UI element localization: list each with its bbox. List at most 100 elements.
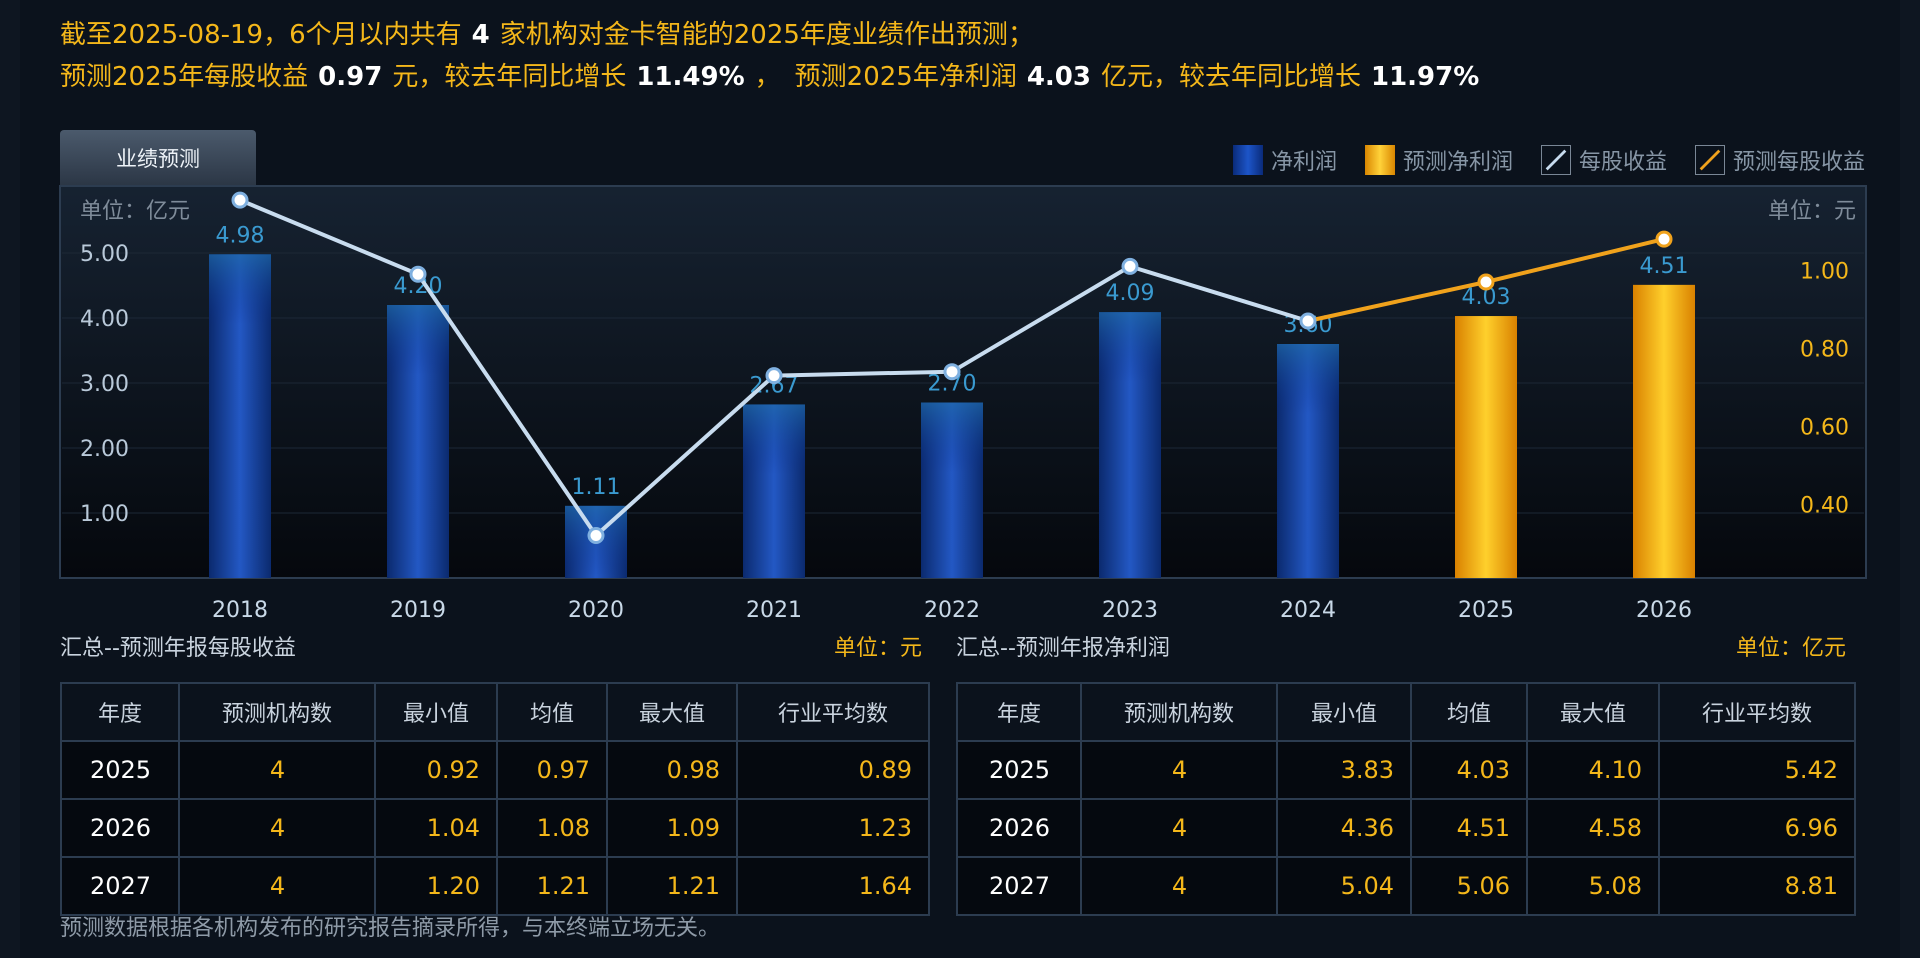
table-header: 均值 (496, 682, 608, 742)
gold-line-swatch-icon (1694, 145, 1725, 175)
net-profit-forecast-table: 年度 预测机构数 最小值 均值 最大值 行业平均数 2025 4 3.83 4.… (956, 682, 1856, 916)
legend-label: 每股收益 (1578, 150, 1667, 175)
table-header: 最大值 (606, 682, 738, 742)
summary-text: 预测2025年每股收益 (60, 62, 309, 92)
table-cell: 0.89 (736, 740, 930, 800)
right-axis-tick: 0.40 (1800, 493, 1849, 518)
bar-value-label: 1.11 (572, 475, 621, 500)
table-cell: 1.09 (606, 798, 738, 858)
table-row: 2027 4 1.20 1.21 1.21 1.64 (60, 856, 930, 916)
x-axis-tick: 2026 (1636, 598, 1692, 623)
table-cell: 1.64 (736, 856, 930, 916)
bar-highlight (209, 254, 271, 325)
table-header: 年度 (60, 682, 180, 742)
legend-label: 预测每股收益 (1732, 150, 1865, 175)
table-cell: 4.58 (1526, 798, 1660, 858)
forecast-eps-value: 0.97 (318, 62, 383, 92)
table-row: 2027 4 5.04 5.06 5.08 8.81 (956, 856, 1856, 916)
eps-point (587, 526, 605, 544)
summary-text: 元，较去年同比增长 (392, 62, 627, 92)
table-cell: 2026 (956, 798, 1082, 858)
table-cell: 2027 (60, 856, 180, 916)
table-cell: 4 (1080, 740, 1278, 800)
table-row: 2025 4 0.92 0.97 0.98 0.89 (60, 740, 930, 800)
bar-value-label: 4.98 (216, 223, 265, 248)
x-axis-tick: 2019 (390, 598, 446, 623)
table-cell: 1.23 (736, 798, 930, 858)
x-axis-tick: 2022 (924, 598, 980, 623)
legend-item-forecast-eps[interactable]: 预测每股收益 (1694, 144, 1865, 176)
right-axis-tick: 1.00 (1800, 259, 1849, 284)
eps-point (943, 363, 961, 381)
table-cell: 6.96 (1658, 798, 1856, 858)
eps-growth-value: 11.49% (636, 62, 745, 92)
eps-table-title: 汇总--预测年报每股收益 (60, 636, 296, 661)
gold-bar-swatch-icon (1364, 145, 1395, 175)
table-cell: 4.10 (1526, 740, 1660, 800)
bar-highlight (743, 404, 805, 475)
bar-value-label: 4.09 (1106, 281, 1155, 306)
table-cell: 4.51 (1410, 798, 1528, 858)
legend-item-forecast-net-profit[interactable]: 预测净利润 (1364, 144, 1513, 176)
bar-highlight (387, 305, 449, 375)
chart-legend: 净利润 预测净利润 每股收益 预测每股收益 (1232, 144, 1865, 176)
table-cell: 2026 (60, 798, 180, 858)
tab-performance-forecast[interactable]: 业绩预测 (60, 130, 256, 186)
table-cell: 5.08 (1526, 856, 1660, 916)
table-cell: 2027 (956, 856, 1082, 916)
forecast-eps-point (1477, 273, 1495, 291)
eps-point (1121, 257, 1139, 275)
bar-highlight (1277, 344, 1339, 414)
table-header: 预测机构数 (1080, 682, 1278, 742)
summary-text: 预测2025年净利润 (794, 62, 1017, 92)
forecast-net-profit-value: 4.03 (1026, 62, 1091, 92)
right-axis-tick: 0.80 (1800, 337, 1849, 362)
summary-text: 家机构对金卡智能的2025年度业绩作出预测； (499, 20, 1034, 50)
table-cell: 4 (178, 740, 376, 800)
table-row: 2026 4 4.36 4.51 4.58 6.96 (956, 798, 1856, 858)
table-cell: 2025 (60, 740, 180, 800)
table-row: 2025 4 3.83 4.03 4.10 5.42 (956, 740, 1856, 800)
table-row: 2026 4 1.04 1.08 1.09 1.23 (60, 798, 930, 858)
left-axis-tick: 5.00 (80, 242, 129, 267)
table-cell: 1.20 (374, 856, 498, 916)
table-cell: 0.98 (606, 740, 738, 800)
legend-label: 预测净利润 (1402, 150, 1513, 175)
table-cell: 1.21 (606, 856, 738, 916)
eps-point (409, 265, 427, 283)
left-axis-tick: 3.00 (80, 372, 129, 397)
eps-point (765, 367, 783, 385)
eps-point (231, 191, 249, 209)
left-axis-tick: 4.00 (80, 307, 129, 332)
left-axis-unit: 单位：亿元 (80, 199, 190, 224)
left-axis-tick: 1.00 (80, 502, 129, 527)
table-header: 年度 (956, 682, 1082, 742)
right-axis-unit: 单位：元 (1768, 199, 1856, 224)
forecast-eps-point (1655, 230, 1673, 248)
legend-item-net-profit[interactable]: 净利润 (1232, 144, 1337, 176)
right-axis-tick: 0.60 (1800, 415, 1849, 440)
x-axis-tick: 2024 (1280, 598, 1336, 623)
eps-forecast-table: 年度 预测机构数 最小值 均值 最大值 行业平均数 2025 4 0.92 0.… (60, 682, 930, 916)
table-cell: 5.04 (1276, 856, 1412, 916)
table-cell: 0.97 (496, 740, 608, 800)
table-header: 最小值 (1276, 682, 1412, 742)
left-axis-tick: 2.00 (80, 437, 129, 462)
table-cell: 1.04 (374, 798, 498, 858)
table-cell: 1.08 (496, 798, 608, 858)
x-axis-tick: 2018 (212, 598, 268, 623)
table-cell: 5.42 (1658, 740, 1856, 800)
x-axis-tick: 2021 (746, 598, 802, 623)
table-cell: 0.92 (374, 740, 498, 800)
disclaimer-footnote: 预测数据根据各机构发布的研究报告摘录所得，与本终端立场无关。 (60, 916, 721, 941)
summary-text: 截至2025-08-19，6个月以内共有 (60, 20, 462, 50)
institution-count: 4 (471, 20, 490, 50)
eps-table-unit: 单位：元 (834, 636, 923, 661)
forecast-net-profit-bar (1455, 316, 1517, 578)
table-cell: 4 (1080, 798, 1278, 858)
table-header: 均值 (1410, 682, 1528, 742)
table-header: 行业平均数 (1658, 682, 1856, 742)
legend-item-eps[interactable]: 每股收益 (1540, 144, 1667, 176)
table-cell: 2025 (956, 740, 1082, 800)
table-cell: 4.03 (1410, 740, 1528, 800)
